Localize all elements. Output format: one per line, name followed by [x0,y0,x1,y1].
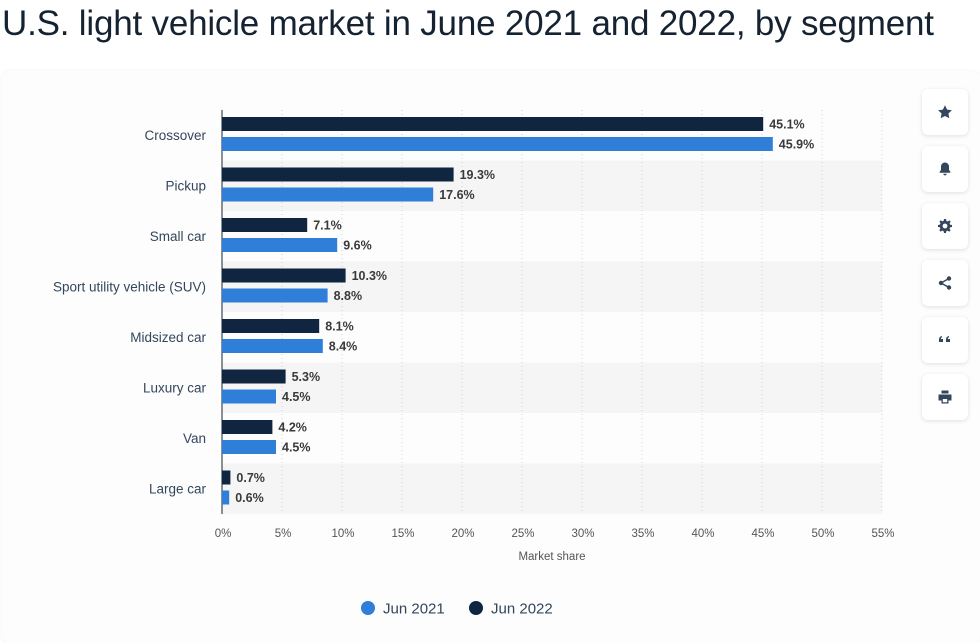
share-button[interactable] [922,260,968,306]
bar-jun-2021 [222,288,328,303]
star-icon [938,105,952,119]
bar-jun-2021 [222,187,434,202]
x-tick-label: 0% [215,528,232,540]
category-label: Luxury car [143,380,207,395]
bar-jun-2022 [222,470,231,485]
x-tick-label: 25% [511,528,534,540]
gear-icon [938,219,952,233]
bar-jun-2022 [222,369,286,384]
notification-button[interactable] [922,146,968,192]
bar-jun-2021 [222,490,230,505]
data-label: 10.3% [352,269,387,283]
bar-jun-2021 [222,339,323,353]
x-tick-label: 50% [811,528,834,540]
page-title: U.S. light vehicle market in June 2021 a… [2,4,934,43]
x-tick-label: 45% [751,528,774,540]
bar-jun-2022 [222,218,308,232]
bar-jun-2021 [222,440,276,454]
data-label: 19.3% [460,168,495,182]
share-icon [938,276,952,290]
settings-button[interactable] [922,203,968,249]
data-label: 4.2% [278,421,307,435]
x-tick-label: 40% [691,528,714,540]
data-label: 4.5% [282,390,311,404]
bar-jun-2022 [222,117,764,131]
data-label: 8.4% [329,340,358,354]
bar-jun-2021 [222,389,276,404]
favorite-button[interactable] [922,89,968,135]
x-axis-title: Market share [518,551,585,563]
data-label: 5.3% [292,370,321,384]
category-label: Pickup [165,178,206,193]
legend-marker [361,601,375,615]
data-label: 45.1% [769,118,804,132]
data-label: 8.1% [325,320,354,334]
row-band [222,362,882,413]
category-label: Large car [149,481,207,496]
row-band [222,463,882,514]
x-tick-label: 20% [451,528,474,540]
x-tick-label: 10% [331,528,354,540]
print-button[interactable] [922,374,968,420]
data-label: 0.7% [236,471,265,485]
category-label: Van [183,431,206,446]
cite-button[interactable] [922,317,968,363]
legend-marker [469,601,483,615]
bar-jun-2021 [222,238,338,252]
bar-jun-2022 [222,420,273,434]
print-icon [938,390,952,404]
category-label: Sport utility vehicle (SUV) [53,279,206,294]
data-label: 0.6% [235,491,264,505]
x-tick-label: 15% [391,528,414,540]
legend-label: Jun 2022 [491,601,553,618]
bar-jun-2022 [222,167,454,182]
data-label: 8.8% [334,289,363,303]
x-tick-label: 30% [571,528,594,540]
data-label: 9.6% [343,239,372,253]
data-label: 45.9% [779,138,814,152]
bar-jun-2021 [222,137,773,151]
category-label: Midsized car [130,330,206,345]
quote-icon [939,336,950,342]
legend-label: Jun 2021 [383,601,445,618]
data-label: 4.5% [282,441,311,455]
x-tick-label: 55% [871,528,894,540]
category-label: Crossover [144,128,206,143]
x-tick-label: 5% [275,528,292,540]
bar-jun-2022 [222,319,320,333]
bar-jun-2022 [222,268,346,283]
bell-icon [939,162,951,176]
data-label: 17.6% [439,188,474,202]
category-label: Small car [150,229,207,244]
x-tick-label: 35% [631,528,654,540]
data-label: 7.1% [313,219,342,233]
